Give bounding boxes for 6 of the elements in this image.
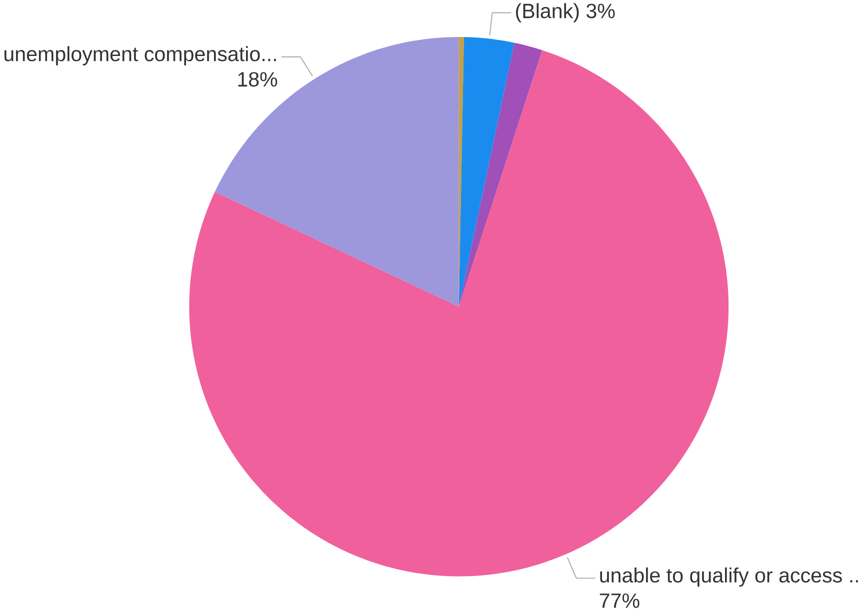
data-label: 3% [586, 4, 615, 18]
data-label: 18% [238, 72, 278, 87]
slice-label: unemployment compensatio... [4, 46, 276, 66]
slice-label: (Blank) [516, 3, 579, 22]
data-label: 77% [600, 593, 640, 608]
slice-label: unable to qualify or access .. [600, 567, 858, 587]
